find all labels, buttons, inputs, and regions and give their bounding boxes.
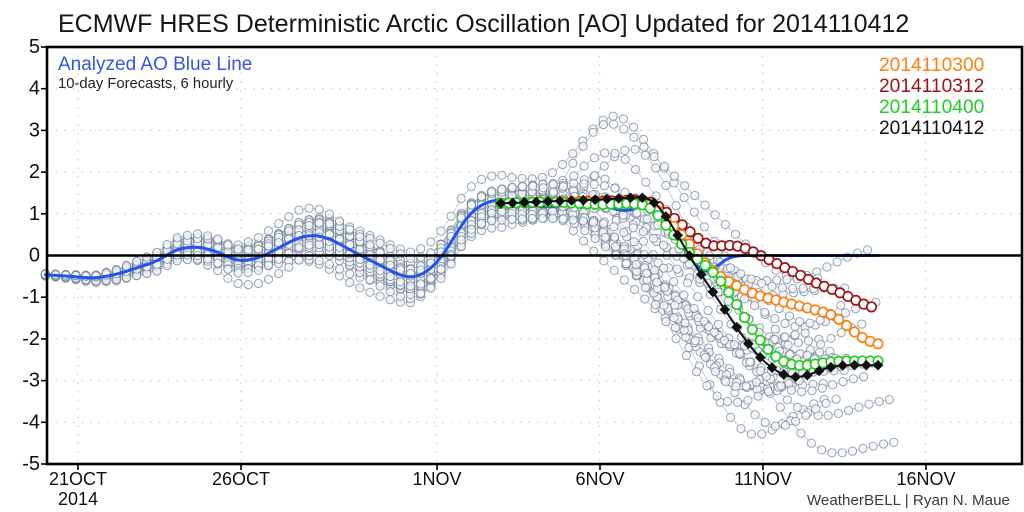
svg-text:-4: -4 (22, 411, 40, 433)
svg-text:WeatherBELL | Ryan N. Maue: WeatherBELL | Ryan N. Maue (807, 492, 1010, 509)
svg-text:10-day Forecasts, 6 hourly: 10-day Forecasts, 6 hourly (58, 76, 234, 92)
svg-text:Analyzed AO Blue Line: Analyzed AO Blue Line (58, 54, 252, 75)
svg-text:2014110400: 2014110400 (879, 97, 984, 118)
svg-text:2014110312: 2014110312 (879, 76, 984, 97)
svg-text:1NOV: 1NOV (412, 469, 461, 489)
svg-text:2014110412: 2014110412 (879, 118, 984, 139)
svg-text:16NOV: 16NOV (896, 469, 955, 489)
svg-text:26OCT: 26OCT (212, 469, 270, 489)
svg-text:3: 3 (29, 119, 40, 141)
svg-text:4: 4 (29, 78, 40, 100)
svg-text:2014110300: 2014110300 (879, 55, 984, 76)
svg-text:ECMWF HRES Deterministic Arcti: ECMWF HRES Deterministic Arctic Oscillat… (58, 10, 909, 38)
svg-text:-3: -3 (22, 370, 40, 392)
svg-text:21OCT: 21OCT (49, 469, 107, 489)
svg-text:6NOV: 6NOV (575, 469, 624, 489)
svg-text:1: 1 (29, 203, 40, 225)
svg-text:2014: 2014 (58, 489, 98, 509)
svg-text:-1: -1 (22, 286, 40, 308)
svg-text:0: 0 (29, 245, 40, 267)
svg-text:11NOV: 11NOV (734, 469, 792, 489)
svg-text:2: 2 (29, 161, 40, 183)
svg-text:5: 5 (29, 36, 40, 58)
svg-text:-2: -2 (22, 328, 40, 350)
svg-text:-5: -5 (22, 453, 40, 475)
